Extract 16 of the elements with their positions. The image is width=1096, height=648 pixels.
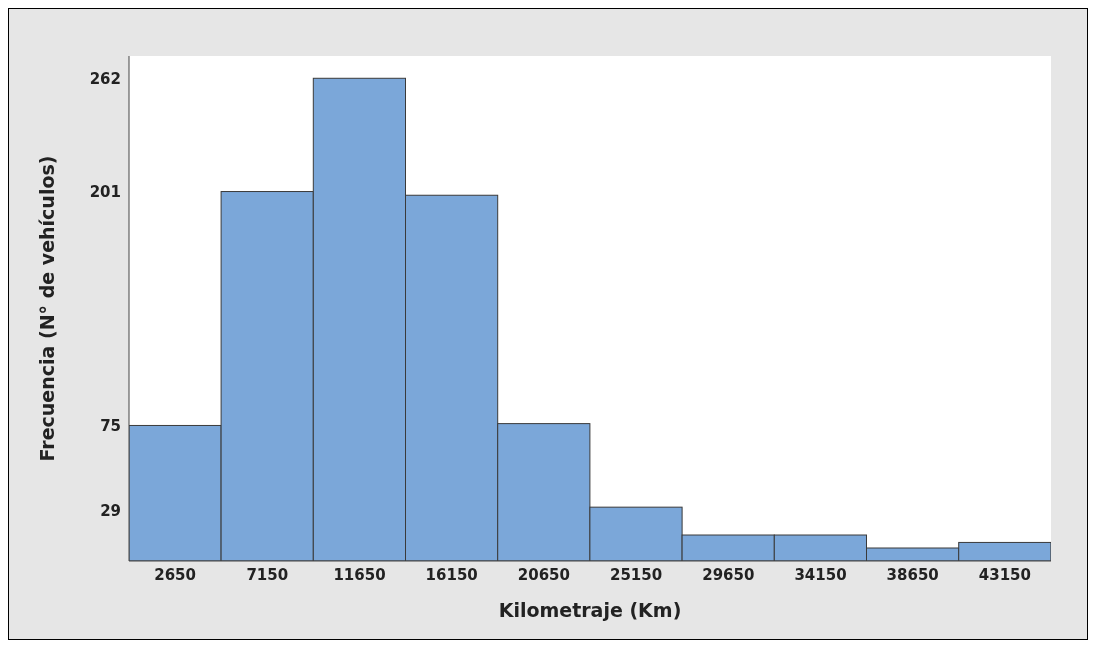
x-tick-label: 7150 xyxy=(246,565,289,584)
y-tick-label: 75 xyxy=(100,416,121,435)
x-tick-label: 20650 xyxy=(517,565,570,584)
x-tick-label: 11650 xyxy=(333,565,386,584)
y-tick-label: 29 xyxy=(100,502,121,521)
x-tick-label: 25150 xyxy=(610,565,663,584)
y-axis-title: Frecuencia (N° de vehículos) xyxy=(35,155,58,462)
x-tick-label: 29650 xyxy=(702,565,755,584)
y-tick-label: 262 xyxy=(89,69,121,88)
x-tick-label: 34150 xyxy=(794,565,847,584)
x-tick-label: 43150 xyxy=(978,565,1031,584)
x-tick-label: 38650 xyxy=(886,565,939,584)
x-tick-label: 16150 xyxy=(425,565,478,584)
y-tick-label: 201 xyxy=(89,182,121,201)
x-tick-label: 2650 xyxy=(154,565,196,584)
x-axis-title: Kilometraje (Km) xyxy=(498,599,682,621)
